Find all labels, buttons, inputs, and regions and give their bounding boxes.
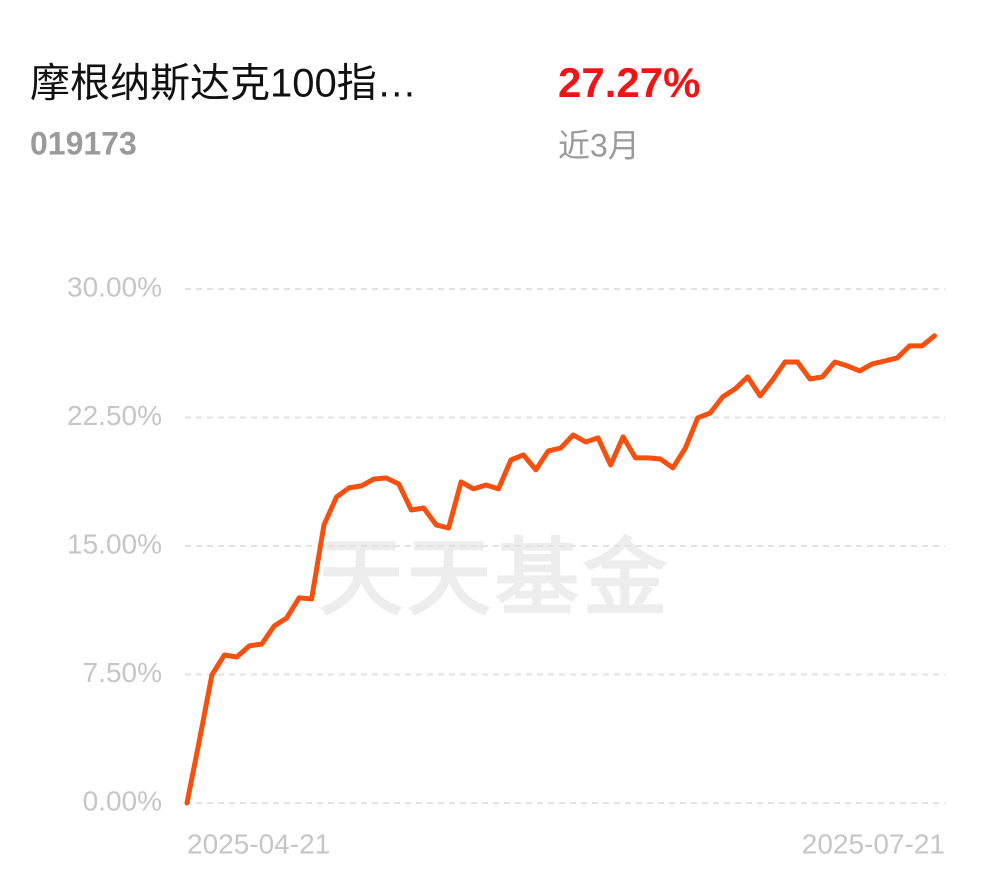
line (184, 333, 937, 806)
fund-code: 019173 (30, 125, 137, 161)
x-tick-label: 2025-04-21 (187, 828, 330, 859)
y-tick-label: 15.00% (67, 528, 162, 559)
y-tick-label: 0.00% (83, 785, 162, 816)
x-tick-label: 2025-07-21 (802, 828, 945, 859)
return-value: 27.27% (558, 59, 700, 106)
y-tick-label: 22.50% (67, 400, 162, 431)
y-tick-label: 30.00% (67, 271, 162, 302)
fund-title: 摩根纳斯达克100指… (30, 62, 417, 106)
period: 近3月 (558, 127, 640, 163)
y-tick-label: 7.50% (83, 657, 162, 688)
